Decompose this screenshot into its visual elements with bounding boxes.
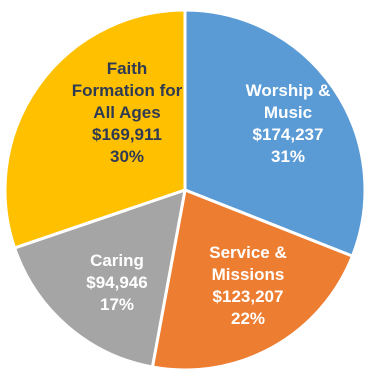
slice-category-label: Worship & [246,81,331,100]
pie-slice-worship-music [183,8,367,258]
slice-value-label: $94,946 [86,273,147,292]
slice-value-label: $169,911 [92,125,162,144]
slice-category-label: All Ages [93,103,160,122]
pie-slice-faith-formation-for-all-ages [3,8,187,250]
slice-percent-label: 22% [231,309,265,328]
slice-percent-label: 31% [271,147,305,166]
slice-value-label: $174,237 [253,125,324,144]
slice-percent-label: 30% [110,147,144,166]
slice-value-label: $123,207 [213,287,284,306]
slice-label-group: Caring $94,946 17% [86,251,147,314]
slice-label-group: Worship & Music $174,237 31% [246,81,331,166]
pie-slice-service-missions [150,188,354,372]
slice-category-label: Missions [212,265,285,284]
slice-category-label: Music [264,103,312,122]
slice-label-group: Faith Formation for All Ages $169,911 30% [72,59,183,166]
slice-category-label: Faith [107,59,148,78]
slice-category-label: Caring [90,251,144,270]
slice-category-label: Formation for [72,81,183,100]
slice-percent-label: 17% [100,295,134,314]
slice-category-label: Service & [209,243,287,262]
slice-label-group: Service & Missions $123,207 22% [209,243,287,328]
